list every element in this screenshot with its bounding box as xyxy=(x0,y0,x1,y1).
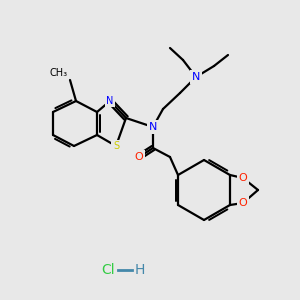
Text: O: O xyxy=(238,198,247,208)
Text: S: S xyxy=(113,141,119,151)
Text: O: O xyxy=(135,152,143,162)
Text: Cl: Cl xyxy=(101,263,115,277)
Text: H: H xyxy=(135,263,145,277)
Text: N: N xyxy=(192,72,200,82)
Text: O: O xyxy=(238,173,247,183)
Text: N: N xyxy=(106,96,114,106)
Text: CH₃: CH₃ xyxy=(50,68,68,78)
Text: N: N xyxy=(149,122,157,132)
